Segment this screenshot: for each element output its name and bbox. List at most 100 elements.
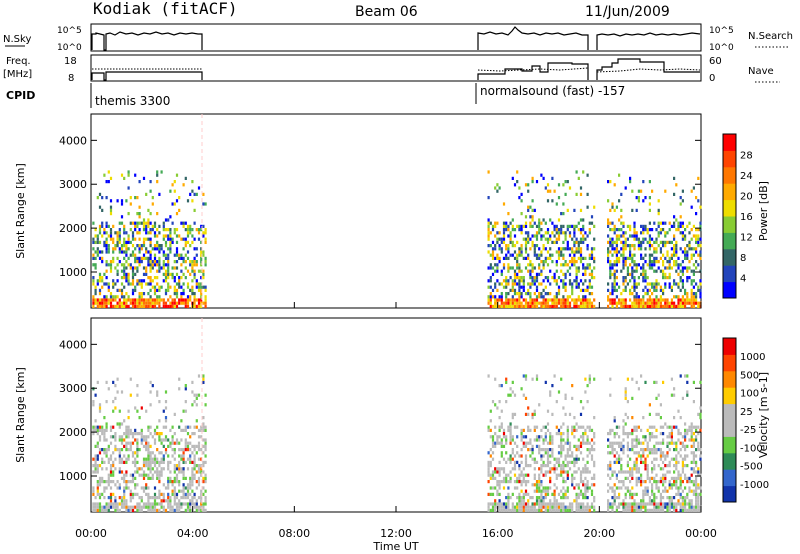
power-cell xyxy=(513,301,517,305)
power-cell xyxy=(158,288,161,292)
power-cell xyxy=(699,244,702,248)
power-cell xyxy=(642,224,645,228)
velocity-cell xyxy=(140,428,143,432)
velocity-cell xyxy=(533,467,536,471)
power-cell xyxy=(156,276,159,280)
power-cell xyxy=(200,260,203,264)
velocity-cell xyxy=(670,428,673,432)
power-cell xyxy=(584,301,587,305)
power-cell xyxy=(131,292,135,296)
power-cell xyxy=(648,304,651,308)
velocity-cell xyxy=(673,425,676,429)
power-cell xyxy=(688,298,691,302)
power-cell xyxy=(171,304,174,308)
power-cell xyxy=(633,231,636,235)
power-cell xyxy=(657,282,660,286)
velocity-cell xyxy=(533,460,536,464)
velocity-cell xyxy=(158,492,161,496)
power-cell xyxy=(518,292,521,296)
velocity-cell xyxy=(189,460,192,464)
power-cell xyxy=(560,247,563,251)
velocity-cell xyxy=(500,422,503,426)
velocity-cell xyxy=(684,432,687,436)
power-cell xyxy=(553,298,556,302)
power-cell xyxy=(118,304,121,308)
velocity-cell xyxy=(500,441,503,445)
power-cell xyxy=(699,279,702,283)
power-cell xyxy=(169,250,172,254)
power-cell xyxy=(494,301,497,305)
power-cell xyxy=(487,244,490,248)
velocity-cell xyxy=(681,508,684,512)
power-cell xyxy=(542,279,545,283)
velocity-cell xyxy=(158,438,161,442)
velocity-cell xyxy=(538,508,541,512)
power-cell xyxy=(125,253,128,257)
velocity-cell xyxy=(96,464,99,468)
velocity-cell xyxy=(118,483,121,487)
power-cell xyxy=(197,288,201,292)
velocity-cell xyxy=(653,457,656,461)
velocity-cell xyxy=(507,486,510,490)
power-cell xyxy=(195,192,198,196)
velocity-cell xyxy=(651,451,654,455)
velocity-cell xyxy=(664,502,667,506)
velocity-cell xyxy=(520,496,523,500)
power-cell xyxy=(491,272,495,276)
power-cell xyxy=(518,279,521,283)
velocity-cell xyxy=(677,451,680,455)
velocity-cell xyxy=(692,505,695,509)
power-cell xyxy=(531,208,534,212)
velocity-cell xyxy=(553,502,556,506)
power-cell xyxy=(134,298,137,302)
velocity-cell xyxy=(147,492,150,496)
power-cell xyxy=(657,208,660,212)
velocity-cell xyxy=(533,425,536,429)
power-cell xyxy=(655,288,658,292)
velocity-cell xyxy=(134,492,137,496)
power-cell xyxy=(551,199,554,203)
power-cell xyxy=(684,298,687,302)
power-cell xyxy=(202,301,205,305)
velocity-cell xyxy=(690,489,693,493)
velocity-cell xyxy=(579,480,583,484)
velocity-cell xyxy=(123,432,126,436)
power-cell xyxy=(105,295,108,299)
power-cell xyxy=(571,263,574,267)
power-cell xyxy=(662,272,665,276)
power-cell xyxy=(180,298,183,302)
power-cell xyxy=(200,301,203,305)
power-cell xyxy=(640,244,643,248)
power-cell xyxy=(615,253,618,257)
velocity-cell xyxy=(577,457,580,461)
power-cell xyxy=(101,298,104,302)
velocity-cell xyxy=(487,464,490,468)
velocity-cell xyxy=(529,496,532,500)
velocity-cell xyxy=(105,380,108,384)
velocity-cell xyxy=(659,476,662,480)
velocity-cell xyxy=(151,496,154,500)
velocity-cell xyxy=(626,505,629,509)
velocity-cell xyxy=(555,460,558,464)
power-cell xyxy=(491,224,495,228)
power-cell xyxy=(533,208,536,212)
velocity-cell xyxy=(555,476,558,480)
power-cell xyxy=(167,304,170,308)
power-cell xyxy=(138,247,141,251)
power-cell xyxy=(609,263,612,267)
power-cell xyxy=(562,183,565,187)
power-cell xyxy=(657,304,660,308)
velocity-cell xyxy=(653,380,656,384)
velocity-cell xyxy=(162,505,165,509)
velocity-cell xyxy=(118,502,121,506)
velocity-cell xyxy=(555,499,558,503)
velocity-cell xyxy=(129,508,132,512)
velocity-cell xyxy=(487,508,490,512)
power-cell xyxy=(114,282,117,286)
velocity-cell xyxy=(624,387,627,391)
power-cell xyxy=(564,263,567,267)
power-cell xyxy=(624,285,627,289)
velocity-cell xyxy=(175,473,179,477)
velocity-cell xyxy=(505,435,508,439)
power-cell xyxy=(112,298,115,302)
